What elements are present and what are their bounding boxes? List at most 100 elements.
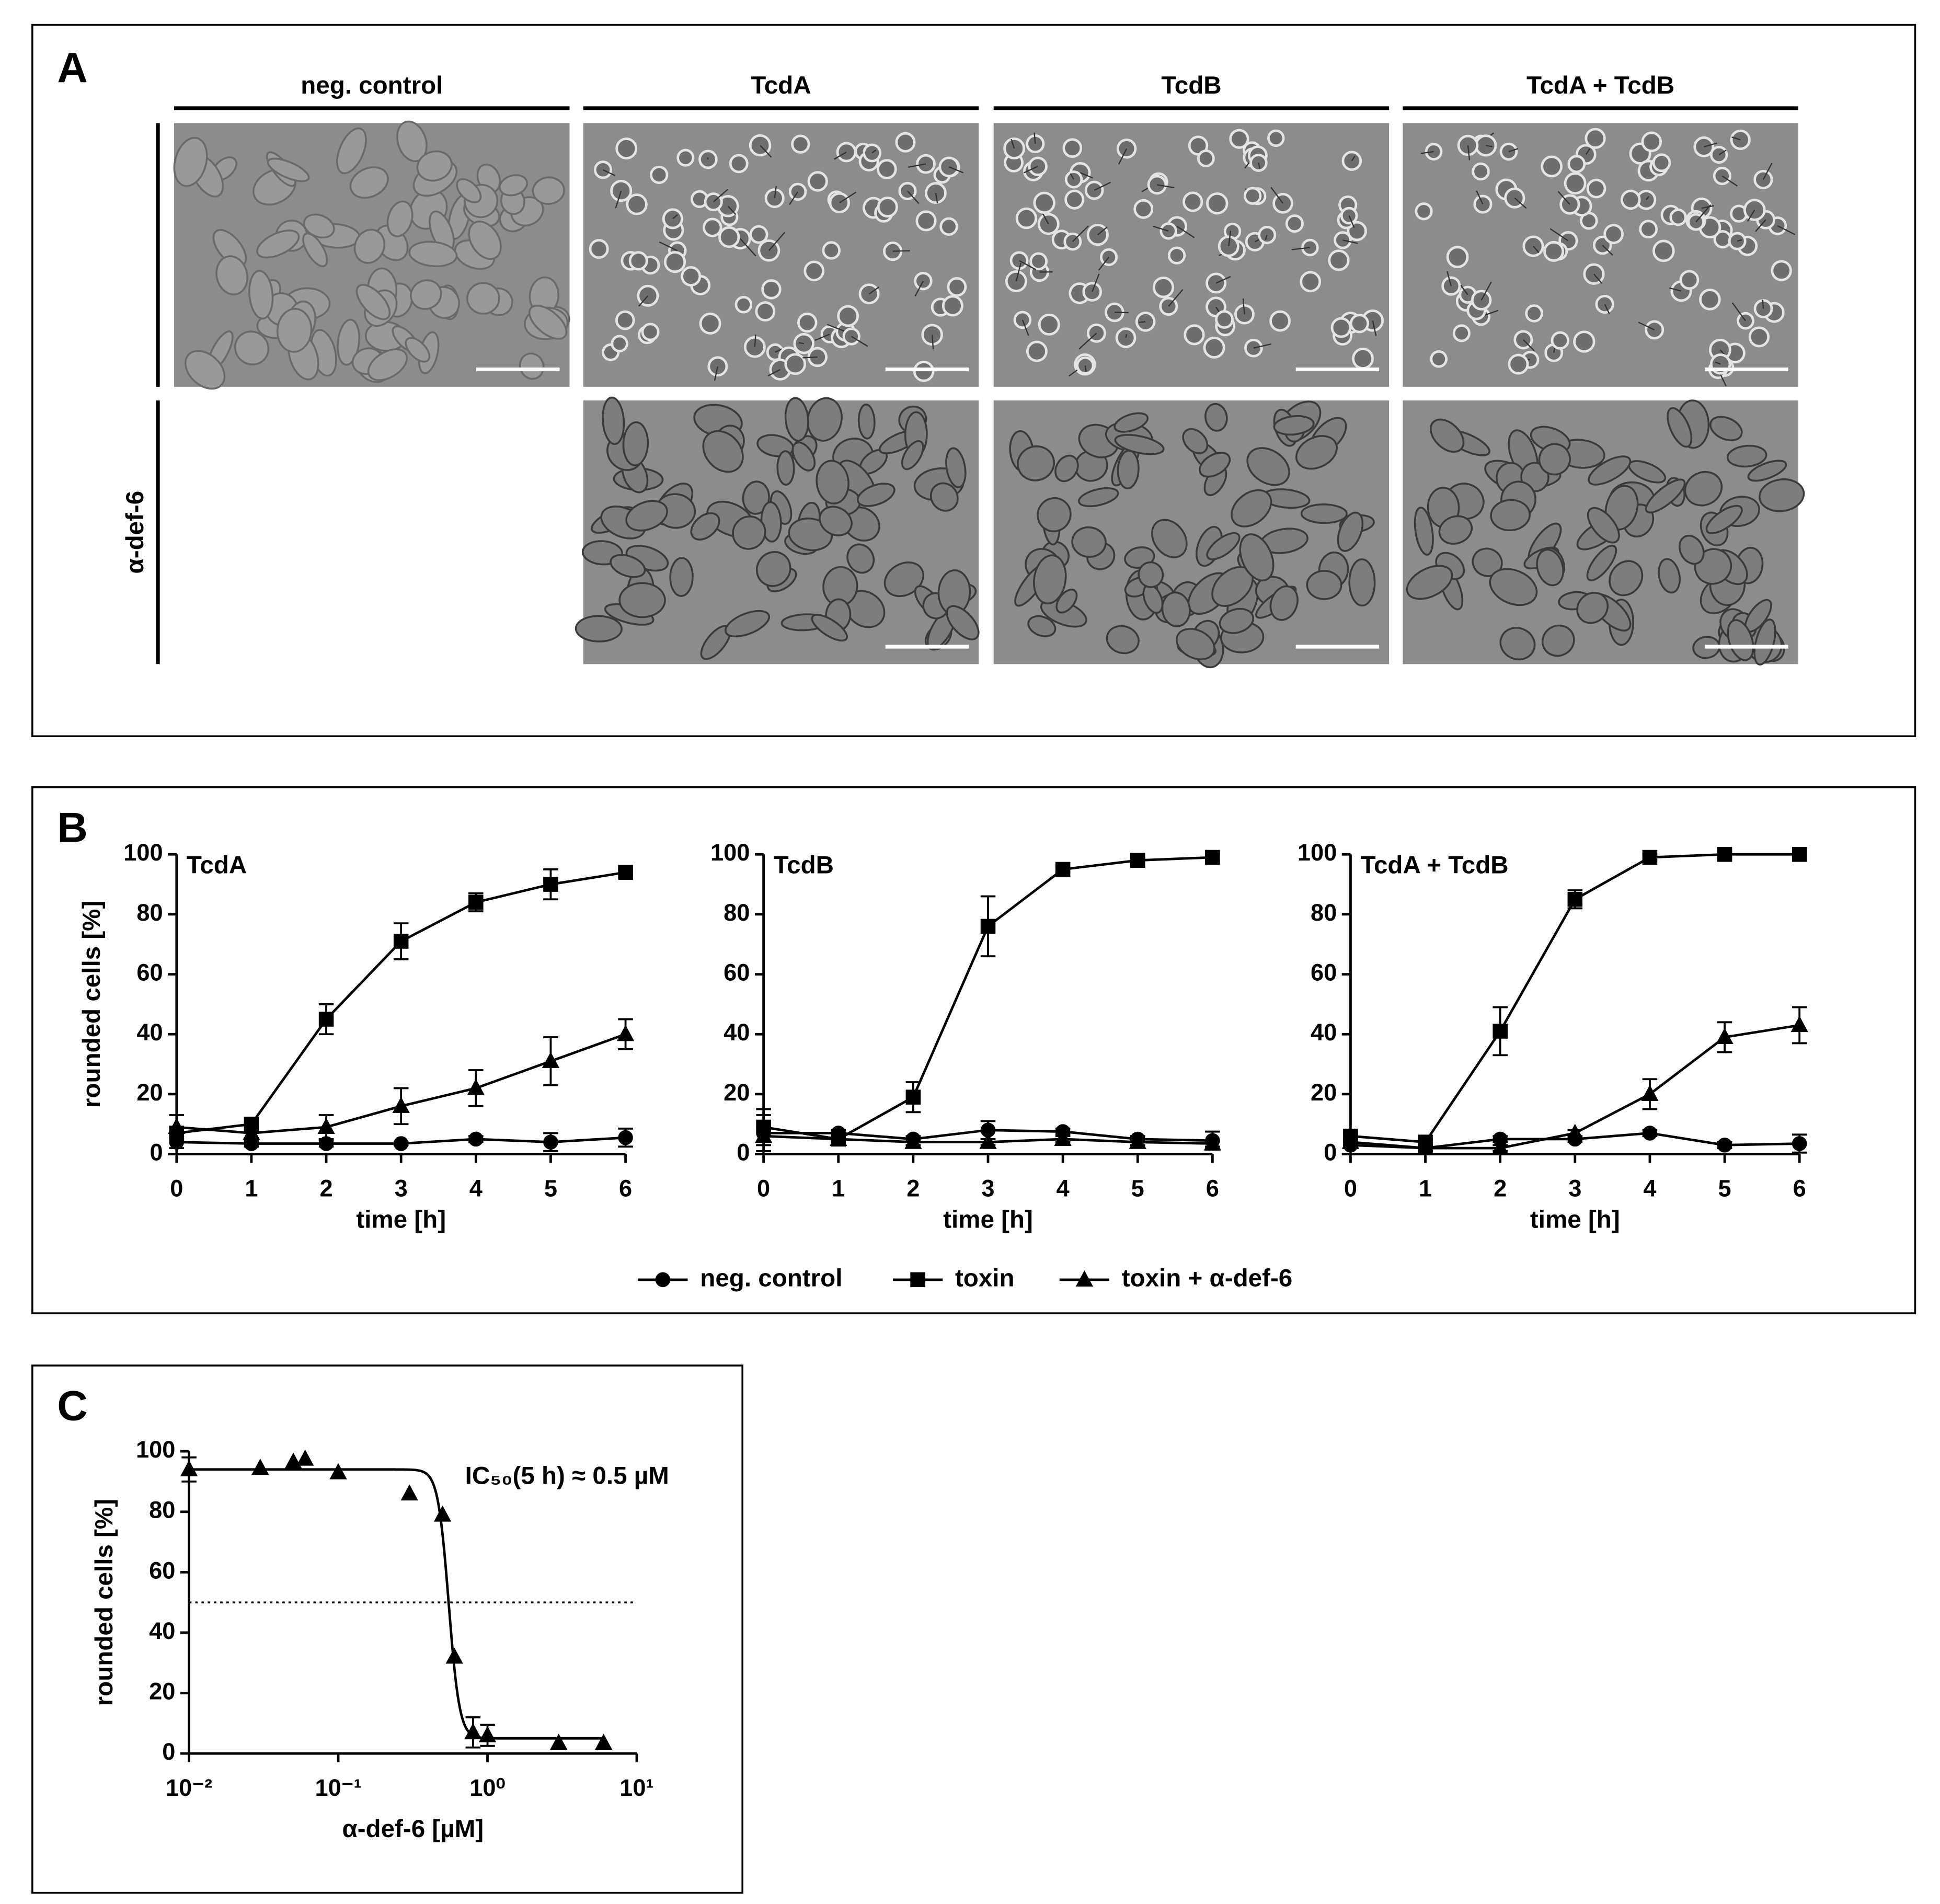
cell-process (1070, 173, 1075, 180)
cell-process (1125, 334, 1128, 338)
marker (464, 1723, 482, 1739)
cell (1161, 591, 1191, 627)
cell (1726, 444, 1767, 468)
x-axis-label: time [h] (356, 1206, 446, 1234)
cell (1133, 199, 1154, 219)
cell-process (1731, 136, 1741, 141)
x-tick-label: 1 (1419, 1175, 1432, 1201)
marker (467, 1079, 485, 1095)
x-tick-label: 6 (619, 1175, 632, 1201)
x-tick-label: 2 (1494, 1175, 1507, 1201)
x-tick-label: 4 (1057, 1175, 1070, 1201)
marker (1203, 1134, 1222, 1151)
cell-process (1522, 339, 1535, 351)
cell (807, 171, 828, 192)
cell (1027, 615, 1057, 637)
cell-process (774, 186, 777, 199)
cell-process (1420, 151, 1434, 154)
cell (1508, 353, 1529, 375)
marker (468, 894, 484, 910)
cell (618, 582, 666, 618)
cell-process (1265, 235, 1268, 240)
cell (1273, 415, 1315, 436)
marker (1493, 1024, 1508, 1039)
cell (1337, 511, 1364, 552)
annotation: IC₅₀(5 h) ≈ 0.5 µM (465, 1462, 669, 1490)
panel-b-frame (31, 786, 1916, 1314)
y-tick-label: 100 (710, 839, 750, 866)
cell (1758, 478, 1805, 512)
legend-marker (655, 1272, 671, 1288)
cell-process (1695, 204, 1712, 223)
cell (1062, 138, 1083, 158)
cell (761, 279, 782, 300)
cell-process (1342, 239, 1358, 244)
column-label: TcdB (1161, 72, 1221, 99)
cell-process (1176, 225, 1195, 238)
cell (1438, 515, 1473, 545)
cell (1430, 418, 1465, 453)
cell (1215, 310, 1234, 329)
cell (1244, 187, 1262, 205)
column-label: neg. control (301, 72, 443, 99)
cell (1603, 224, 1624, 244)
cell (1472, 547, 1503, 577)
cell (946, 605, 980, 640)
cell (1176, 628, 1215, 660)
cell (1499, 627, 1536, 661)
cell (784, 397, 809, 442)
cell (1694, 548, 1732, 585)
cell (1753, 618, 1776, 666)
cell-process (1701, 205, 1714, 209)
cell (1471, 290, 1492, 311)
cell-process (1215, 276, 1231, 284)
cell (456, 178, 482, 203)
cell (1475, 134, 1497, 157)
cell-process (1638, 322, 1655, 331)
cell-process (672, 214, 678, 220)
y-tick-label: 0 (737, 1139, 750, 1165)
cell (1595, 294, 1614, 314)
cell-process (768, 232, 786, 251)
cell (353, 228, 386, 264)
x-tick-label: 4 (1643, 1175, 1656, 1201)
cell (1037, 213, 1060, 235)
y-tick-label: 80 (149, 1497, 175, 1523)
cell (1117, 450, 1140, 489)
cell (256, 230, 300, 259)
cell (1737, 312, 1754, 330)
cell-process (638, 295, 649, 307)
cell (811, 614, 848, 642)
cell (405, 337, 431, 363)
cell (1330, 317, 1352, 338)
cell-process (1533, 246, 1540, 254)
cell-process (1460, 284, 1468, 295)
marker (594, 1734, 613, 1750)
cell (337, 318, 360, 366)
marker (1642, 1126, 1658, 1141)
cell (1229, 129, 1249, 149)
x-tick-label: 0 (757, 1175, 770, 1201)
cell-process (1476, 190, 1484, 205)
cell (729, 154, 749, 174)
cell-process (1755, 219, 1766, 232)
cell (367, 348, 408, 381)
cell (877, 196, 898, 218)
x-tick-label: 3 (981, 1175, 994, 1201)
panel-label: B (57, 804, 87, 851)
cell (1114, 412, 1149, 433)
marker (1491, 1139, 1509, 1155)
cell (1159, 296, 1178, 316)
cell (610, 554, 646, 578)
cell (1184, 324, 1205, 346)
cell (184, 350, 226, 390)
cell (676, 148, 695, 167)
chart-title: TcdB (774, 852, 834, 879)
cell (336, 127, 367, 175)
cell-process (1348, 215, 1355, 228)
cell-process (727, 205, 737, 215)
cell (791, 441, 816, 472)
marker (1341, 1132, 1360, 1149)
cell (1055, 589, 1078, 614)
cell (1588, 455, 1632, 486)
